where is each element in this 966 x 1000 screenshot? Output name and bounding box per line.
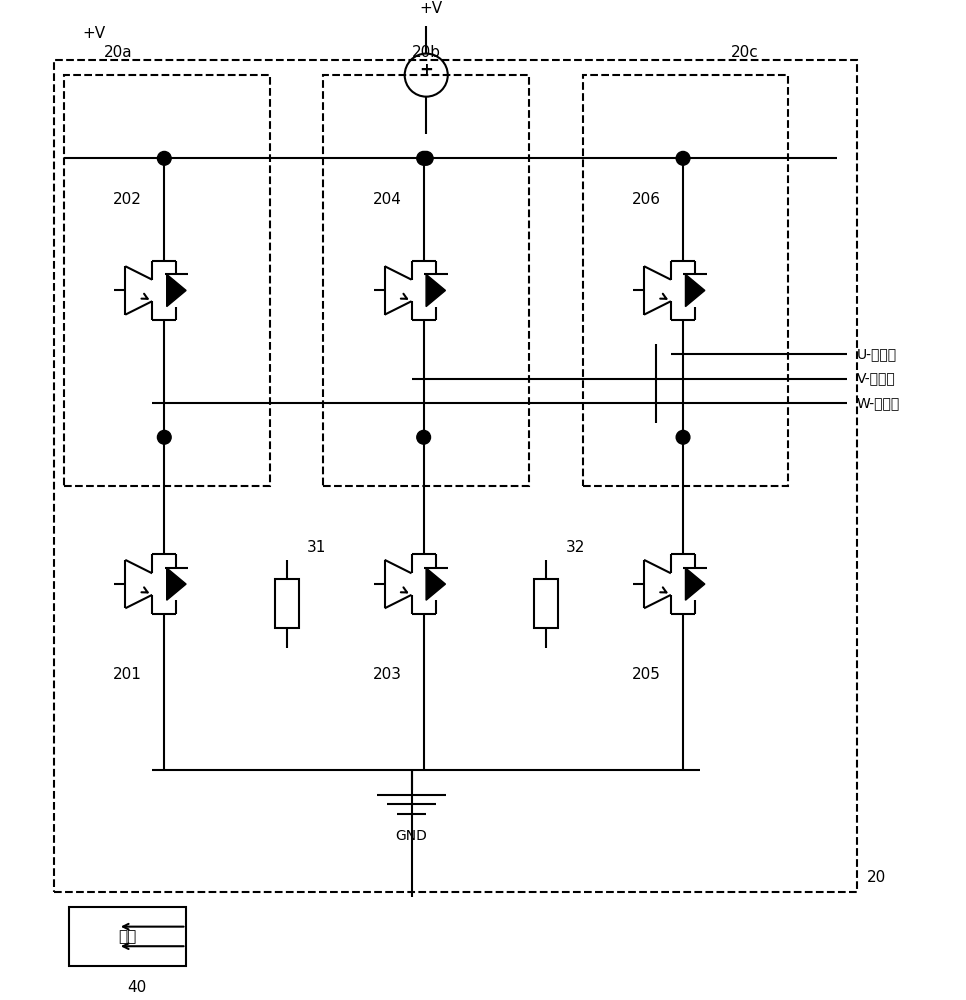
Polygon shape (426, 274, 445, 307)
Bar (534, 579, 558, 628)
Circle shape (419, 151, 433, 165)
Circle shape (416, 151, 431, 165)
Text: 20b: 20b (412, 45, 440, 60)
Text: 206: 206 (632, 192, 661, 207)
Text: 控制: 控制 (119, 929, 137, 944)
Text: 40: 40 (128, 980, 147, 995)
Text: +: + (419, 61, 433, 79)
Polygon shape (167, 274, 186, 307)
Polygon shape (686, 274, 705, 307)
Text: W-相输出: W-相输出 (857, 396, 900, 410)
Text: 20a: 20a (103, 45, 132, 60)
Circle shape (676, 430, 690, 444)
Text: +V: +V (419, 1, 442, 16)
Text: 20: 20 (867, 870, 886, 885)
Text: 202: 202 (113, 192, 142, 207)
Circle shape (157, 151, 171, 165)
Text: +V: +V (82, 26, 105, 41)
Text: 203: 203 (373, 667, 402, 682)
Circle shape (416, 430, 431, 444)
Bar (69, 907, 186, 966)
Text: GND: GND (396, 829, 428, 843)
Bar (274, 579, 299, 628)
Circle shape (157, 430, 171, 444)
Polygon shape (167, 568, 186, 600)
Circle shape (676, 151, 690, 165)
Text: 204: 204 (373, 192, 401, 207)
Polygon shape (686, 568, 705, 600)
Text: 205: 205 (632, 667, 661, 682)
Text: U-相输出: U-相输出 (857, 347, 897, 361)
Polygon shape (426, 568, 445, 600)
Text: 32: 32 (566, 540, 585, 555)
Text: 31: 31 (306, 540, 326, 555)
Text: 201: 201 (113, 667, 142, 682)
Text: 20c: 20c (730, 45, 758, 60)
Text: V-相输出: V-相输出 (857, 372, 895, 386)
